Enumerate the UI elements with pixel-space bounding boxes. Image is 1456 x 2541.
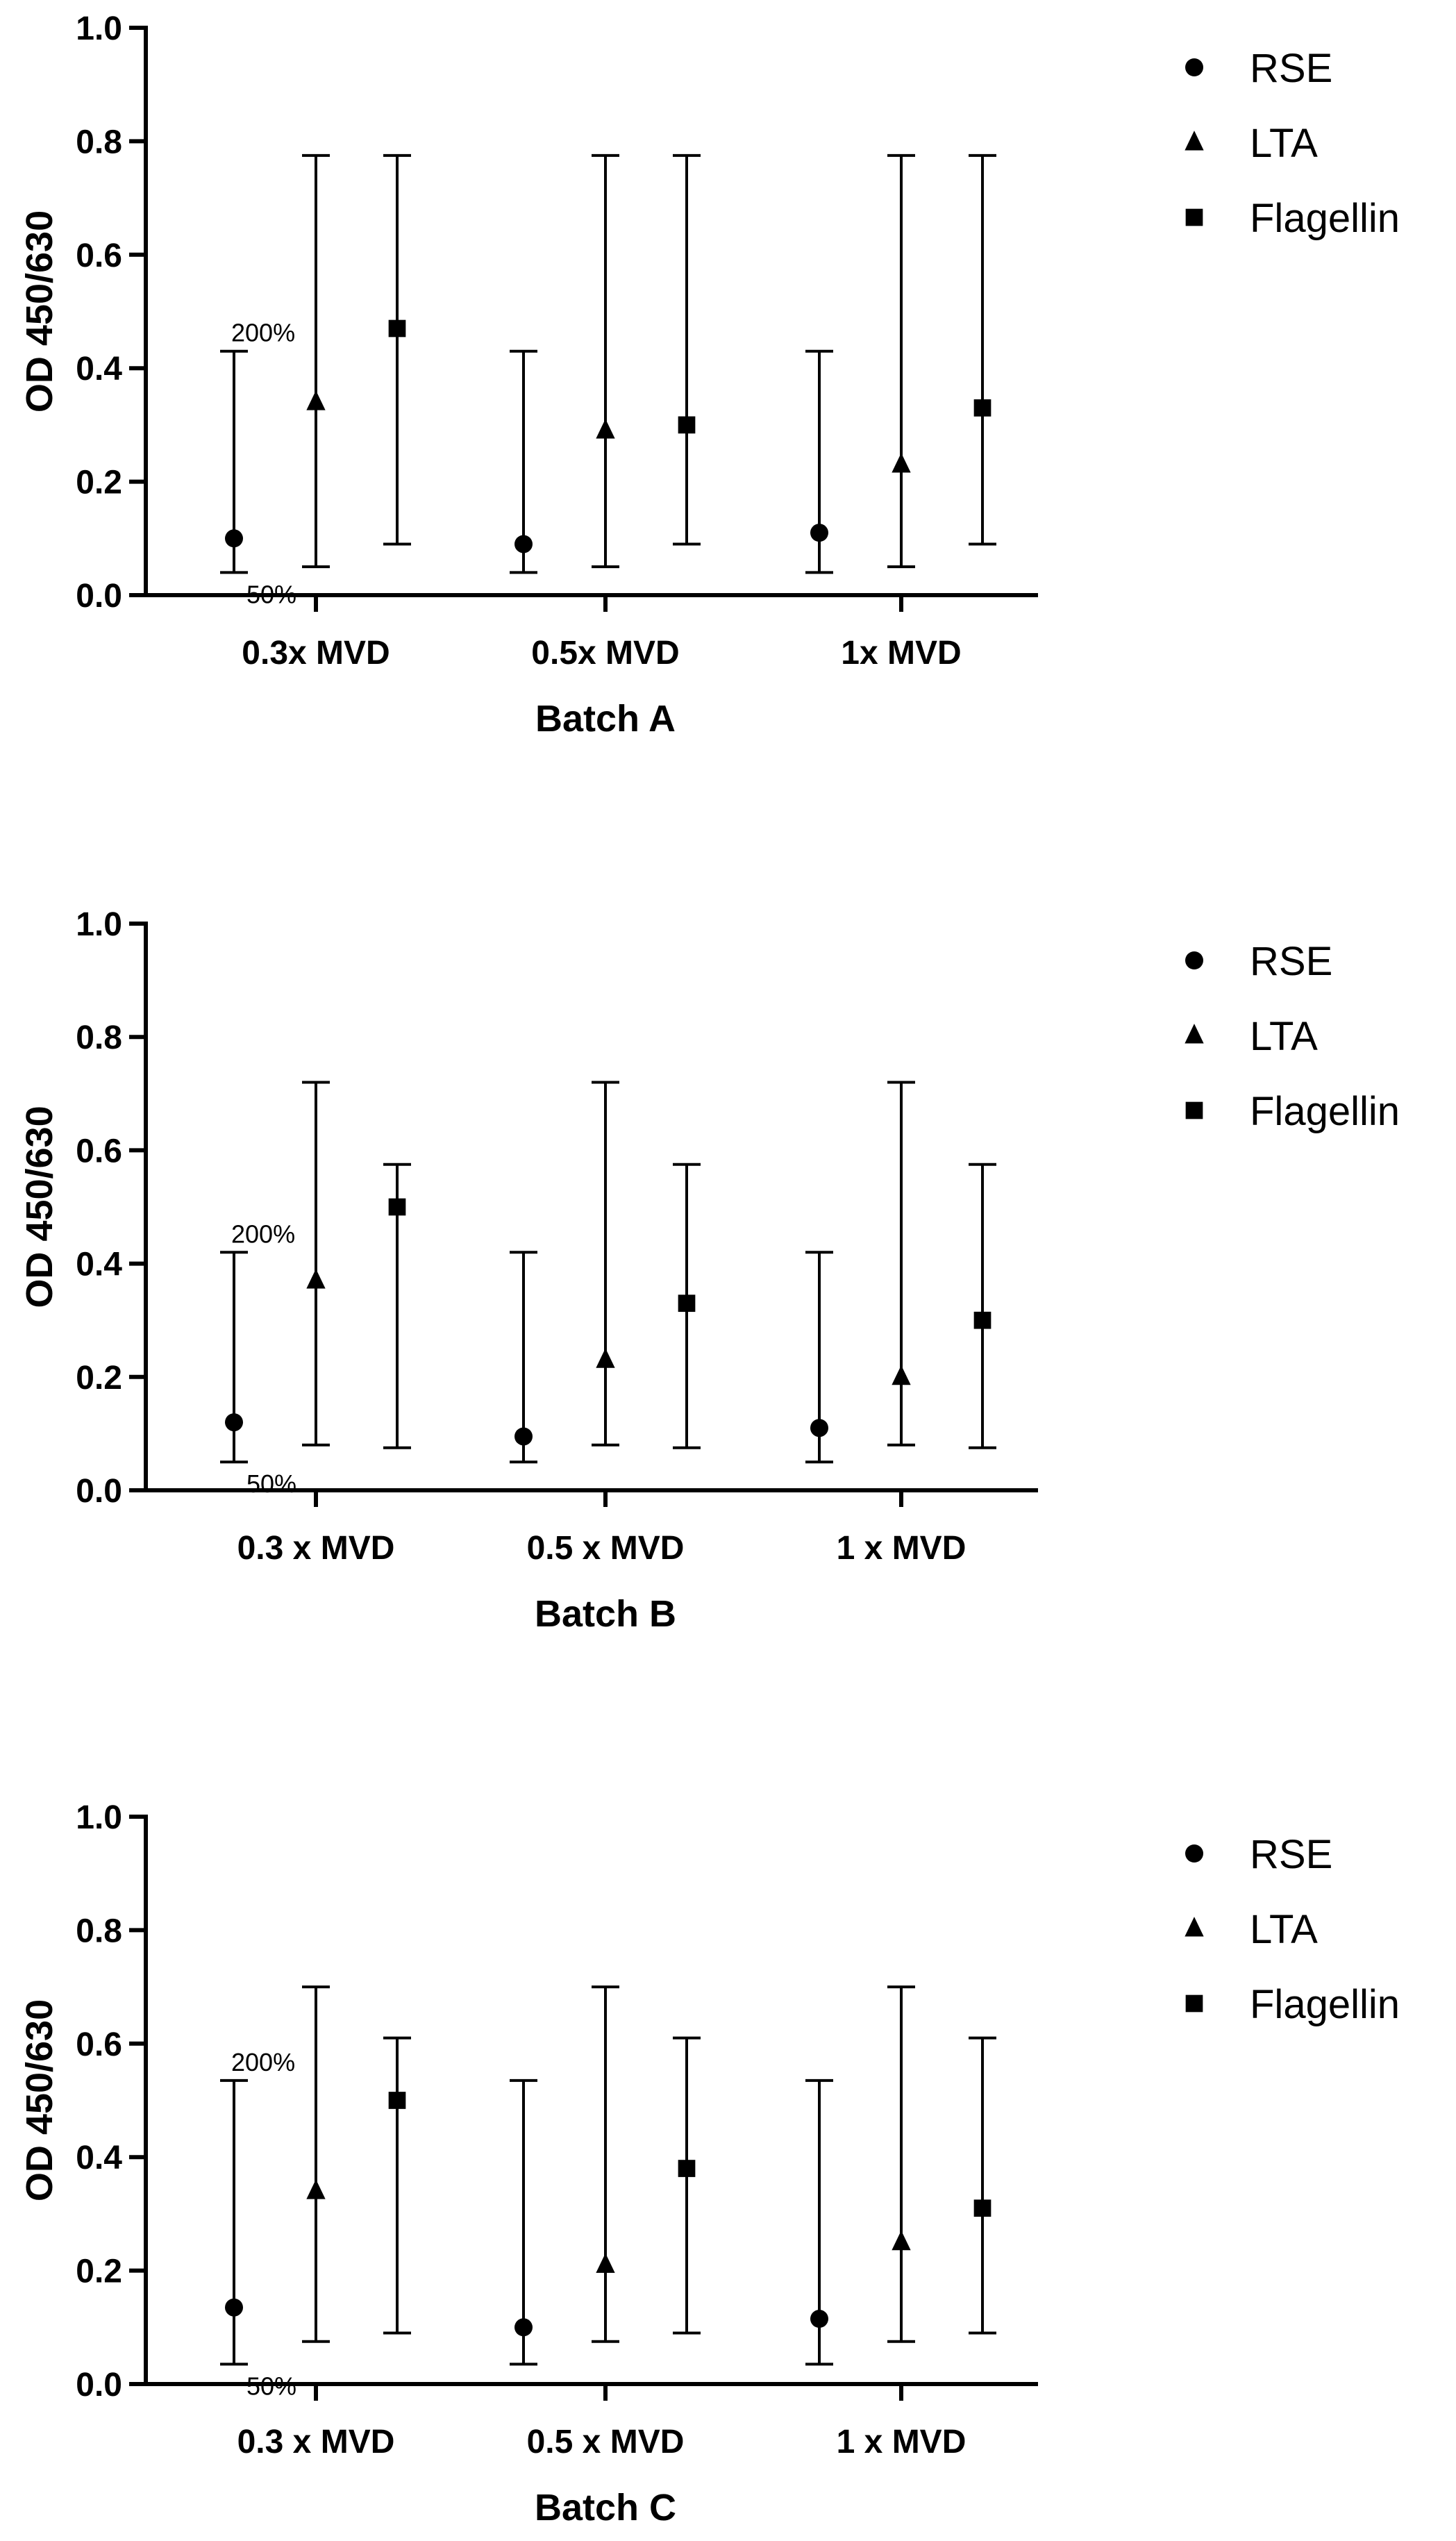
y-tick-label: 0.0 bbox=[76, 1473, 122, 1510]
y-tick-label: 1.0 bbox=[76, 10, 122, 47]
legend-label: Flagellin bbox=[1250, 1089, 1400, 1134]
y-tick-label: 0.8 bbox=[76, 1913, 122, 1949]
data-point-flagellin bbox=[678, 1294, 696, 1313]
x-axis-label: Batch B bbox=[535, 1593, 676, 1635]
data-point-lta bbox=[306, 2179, 326, 2199]
y-tick-label: 0.6 bbox=[76, 238, 122, 274]
legend-marker-lta bbox=[1185, 1024, 1204, 1044]
data-point-lta bbox=[892, 2230, 911, 2251]
data-point-flagellin bbox=[973, 1311, 991, 1329]
data-point-rse bbox=[514, 535, 533, 553]
chart-panel-2: 0.0 0.2 0.4 0.6 0.8 1.0 OD 450/630 0.3 x MVD 0.5… bbox=[19, 906, 1400, 1635]
x-tick-label: 1x MVD bbox=[841, 635, 961, 672]
legend-label: RSE bbox=[1250, 1832, 1332, 1877]
data-point-lta bbox=[306, 1269, 326, 1289]
y-tick-label: 0.4 bbox=[76, 1247, 122, 1283]
data-point-lta bbox=[892, 1365, 911, 1385]
annotation-lower: 50% bbox=[246, 2372, 296, 2400]
y-tick-label: 0.6 bbox=[76, 1133, 122, 1169]
legend-label: LTA bbox=[1250, 121, 1318, 166]
data-point-lta bbox=[596, 2253, 615, 2273]
x-tick-label: 0.5 x MVD bbox=[527, 2424, 685, 2460]
x-tick-label: 0.3 x MVD bbox=[237, 1530, 395, 1567]
legend-label: Flagellin bbox=[1250, 1982, 1400, 2027]
legend-marker-lta bbox=[1185, 131, 1204, 151]
data-point-lta bbox=[892, 453, 911, 473]
x-tick-label: 0.3 x MVD bbox=[237, 2424, 395, 2460]
annotation-lower: 50% bbox=[246, 580, 296, 608]
y-tick-label: 0.4 bbox=[76, 2140, 122, 2176]
chart-panel-3: 0.0 0.2 0.4 0.6 0.8 1.0 OD 450/630 0.3 x MVD 0.5… bbox=[19, 1799, 1400, 2528]
data-point-flagellin bbox=[973, 2199, 991, 2217]
annotation-upper: 200% bbox=[231, 2048, 295, 2076]
y-tick-label: 0.0 bbox=[76, 2367, 122, 2403]
data-point-flagellin bbox=[678, 416, 696, 434]
legend-marker-lta bbox=[1185, 1917, 1204, 1937]
x-tick-label: 1 x MVD bbox=[837, 1530, 967, 1567]
x-axis-label: Batch A bbox=[535, 698, 676, 740]
x-tick-label: 0.3x MVD bbox=[242, 635, 390, 672]
legend-label: LTA bbox=[1250, 1014, 1318, 1059]
legend-label: RSE bbox=[1250, 46, 1332, 91]
data-point-flagellin bbox=[973, 399, 991, 417]
legend-marker-rse bbox=[1185, 1844, 1203, 1863]
chart-panel-1: 0.0 0.2 0.4 0.6 0.8 1.0 OD 450/630 0.3x MVD 0.5x… bbox=[19, 10, 1400, 740]
legend-marker-flagellin bbox=[1185, 1101, 1203, 1119]
y-tick-label: 0.0 bbox=[76, 578, 122, 615]
data-point-flagellin bbox=[388, 2092, 406, 2109]
y-tick-label: 0.8 bbox=[76, 124, 122, 160]
legend-marker-flagellin bbox=[1185, 1994, 1203, 2013]
data-point-rse bbox=[514, 2318, 533, 2337]
annotation-upper: 200% bbox=[231, 319, 295, 347]
y-tick-label: 0.2 bbox=[76, 465, 122, 501]
y-tick-label: 1.0 bbox=[76, 906, 122, 943]
data-point-lta bbox=[596, 419, 615, 439]
y-tick-label: 0.4 bbox=[76, 351, 122, 388]
y-tick-label: 0.8 bbox=[76, 1019, 122, 1056]
data-point-flagellin bbox=[678, 2160, 696, 2177]
x-axis-label: Batch C bbox=[535, 2487, 676, 2528]
legend-label: LTA bbox=[1250, 1907, 1318, 1952]
x-tick-label: 1 x MVD bbox=[837, 2424, 967, 2460]
y-axis-label: OD 450/630 bbox=[19, 210, 60, 413]
data-point-flagellin bbox=[388, 1198, 406, 1216]
y-tick-label: 1.0 bbox=[76, 1799, 122, 1836]
data-point-rse bbox=[514, 1427, 533, 1446]
legend-label: RSE bbox=[1250, 939, 1332, 984]
y-tick-label: 0.2 bbox=[76, 2253, 122, 2290]
data-point-rse bbox=[225, 1413, 243, 1432]
y-tick-label: 0.2 bbox=[76, 1360, 122, 1397]
legend-marker-flagellin bbox=[1185, 208, 1203, 226]
data-point-rse bbox=[225, 2298, 243, 2317]
x-tick-label: 0.5 x MVD bbox=[527, 1530, 685, 1567]
annotation-upper: 200% bbox=[231, 1219, 295, 1248]
y-axis-label: OD 450/630 bbox=[19, 1106, 60, 1308]
legend-label: Flagellin bbox=[1250, 196, 1400, 241]
data-point-rse bbox=[810, 1419, 828, 1438]
y-axis-label: OD 450/630 bbox=[19, 1999, 60, 2201]
legend-marker-rse bbox=[1185, 58, 1203, 76]
data-point-lta bbox=[306, 390, 326, 410]
data-point-rse bbox=[225, 529, 243, 548]
data-point-lta bbox=[596, 1348, 615, 1368]
legend-marker-rse bbox=[1185, 951, 1203, 969]
data-point-flagellin bbox=[388, 319, 406, 338]
x-tick-label: 0.5x MVD bbox=[531, 635, 679, 672]
data-point-rse bbox=[810, 524, 828, 542]
data-point-rse bbox=[810, 2310, 828, 2328]
annotation-lower: 50% bbox=[246, 1469, 296, 1498]
y-tick-label: 0.6 bbox=[76, 2026, 122, 2063]
